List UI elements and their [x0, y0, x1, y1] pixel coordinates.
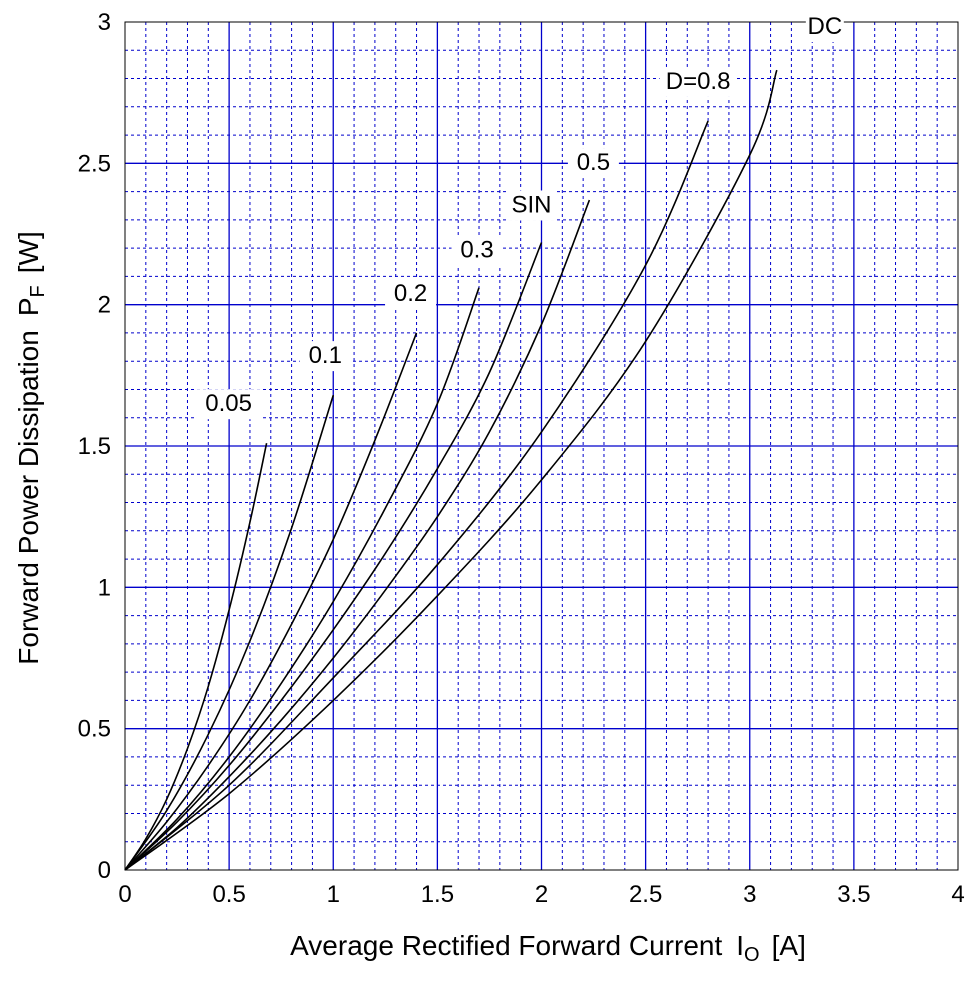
x-tick-labels: 0 0.5 1 1.5 2 2.5 3 3.5 4 [118, 881, 964, 908]
x-tick-label: 3.5 [837, 881, 870, 908]
y-axis-label: Forward Power DissipationPF[W] [13, 231, 49, 664]
curve-label: D=0.8 [666, 68, 731, 95]
curve-label: SIN [511, 191, 551, 218]
curve-label: DC [807, 13, 842, 40]
curve-label-bg [659, 66, 737, 97]
curve-0-3 [124, 287, 480, 871]
y-tick-label: 2.5 [78, 150, 111, 177]
curve-labels: 0.05 0.1 0.2 0.3 SIN 0.5 D=0.8 DC [196, 12, 844, 420]
y-tick-label: 1.5 [78, 433, 111, 460]
curve-dc [124, 69, 778, 871]
curve-0-2 [124, 332, 418, 871]
curve-label-bg [805, 12, 844, 43]
curve-sin [124, 242, 543, 871]
y-tick-label: 2 [98, 292, 111, 319]
curves [124, 69, 778, 871]
curve-label-bg [567, 148, 619, 179]
curve-label-bg [196, 389, 261, 420]
y-tick-label: 0 [98, 857, 111, 884]
y-tick-label: 0.5 [78, 716, 111, 743]
x-axis-label: Average Rectified Forward Current IO [A] [290, 930, 806, 966]
curve-label: 0.3 [460, 237, 493, 264]
x-tick-label: 2.5 [629, 881, 662, 908]
x-tick-label: 1.5 [421, 881, 454, 908]
curve-0-05 [124, 443, 268, 871]
curve-0-1 [124, 394, 335, 871]
y-tick-labels: 0 0.5 1 1.5 2 2.5 3 [78, 9, 111, 884]
y-tick-label: 1 [98, 574, 111, 601]
curve-label-bg [385, 278, 437, 309]
curve-label: 0.05 [205, 390, 252, 417]
curve-label-bg [451, 235, 503, 266]
x-tick-label: 3 [743, 881, 756, 908]
x-tick-label: 4 [951, 881, 964, 908]
y-tick-label: 3 [98, 9, 111, 36]
plot-frame [124, 21, 959, 871]
curve-label-bg [506, 190, 557, 221]
grid-major-lines [125, 22, 958, 870]
curve-0-5 [124, 199, 591, 871]
x-tick-label: 2 [535, 881, 548, 908]
curve-label: 0.5 [577, 149, 610, 176]
curve-label: 0.2 [394, 280, 427, 307]
x-tick-label: 0.5 [212, 881, 245, 908]
curve-label: 0.1 [309, 342, 342, 369]
x-tick-label: 1 [327, 881, 340, 908]
curve-d-0-8 [124, 120, 709, 871]
curve-label-bg [299, 341, 351, 372]
x-tick-label: 0 [118, 881, 131, 908]
